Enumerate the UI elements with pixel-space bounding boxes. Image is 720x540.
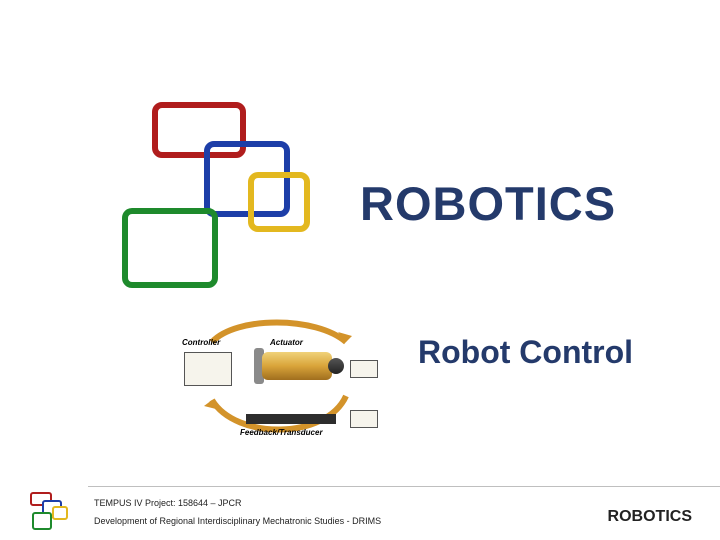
controller-box bbox=[184, 352, 232, 386]
controller-label: Controller bbox=[182, 338, 220, 347]
footer-line-1: TEMPUS IV Project: 158644 – JPCR bbox=[94, 498, 242, 508]
feedback-label: Feedback/Transducer bbox=[240, 428, 323, 437]
actuator-label: Actuator bbox=[270, 338, 303, 347]
device-box-lower bbox=[350, 410, 378, 428]
footer-logo-icon bbox=[30, 492, 80, 532]
green-square bbox=[122, 208, 218, 288]
footer-rule bbox=[88, 486, 720, 487]
control-loop-diagram: Controller Actuator Feedback/Transducer bbox=[176, 322, 396, 442]
page-title: ROBOTICS bbox=[360, 176, 616, 231]
arrow-bottom bbox=[212, 396, 346, 430]
footer-line-2: Development of Regional Interdisciplinar… bbox=[94, 516, 381, 526]
actuator-knob bbox=[328, 358, 344, 374]
feedback-bar bbox=[246, 414, 336, 424]
page-subtitle: Robot Control bbox=[418, 334, 633, 371]
device-box-upper bbox=[350, 360, 378, 378]
footer-brand: ROBOTICS bbox=[608, 508, 692, 526]
yellow-square bbox=[248, 172, 310, 232]
footer-logo-square-3 bbox=[32, 512, 52, 530]
slide: ROBOTICS Robot Control Controller Actuat… bbox=[0, 0, 720, 540]
footer-logo-square-2 bbox=[52, 506, 68, 520]
footer: TEMPUS IV Project: 158644 – JPCR Develop… bbox=[0, 486, 720, 540]
actuator-body bbox=[262, 352, 332, 380]
